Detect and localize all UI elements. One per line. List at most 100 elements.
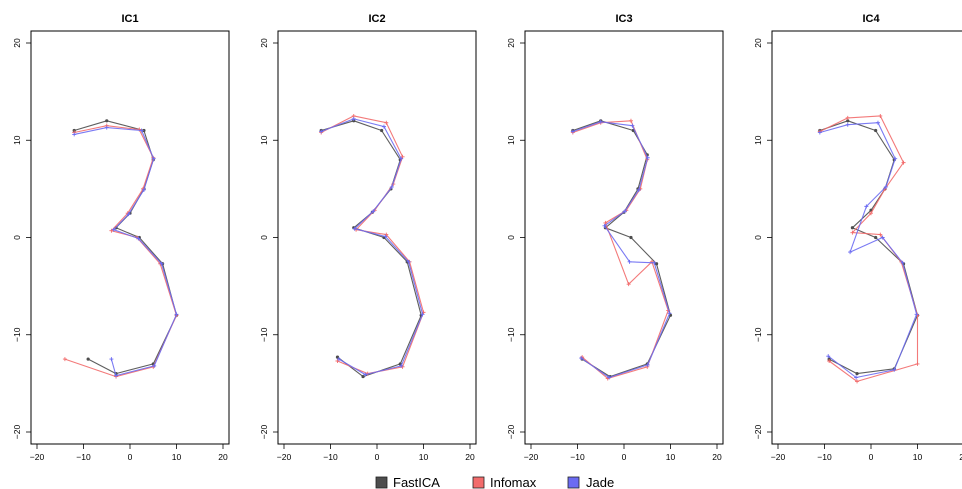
data-point-jade-ic1 xyxy=(152,363,157,368)
legend-label-jade: Jade xyxy=(586,475,614,489)
series-line-jade-ic3 xyxy=(572,121,671,379)
x-tick-label-ic4: −10 xyxy=(817,452,832,462)
data-point-infomax-ic1 xyxy=(137,127,142,132)
legend-label-infomax: Infomax xyxy=(490,475,537,489)
x-tick-label-ic3: 20 xyxy=(712,452,722,462)
data-point-jade-ic4 xyxy=(826,354,831,359)
y-tick-label-ic2: 10 xyxy=(259,135,269,145)
y-tick-label-ic1: −20 xyxy=(12,425,22,440)
data-point-infomax-ic4 xyxy=(878,232,883,237)
data-point-jade-ic1 xyxy=(174,312,179,317)
y-tick-label-ic4: −20 xyxy=(753,425,763,440)
data-point-jade-ic4 xyxy=(914,312,919,317)
legend-swatch-fastica xyxy=(375,476,388,489)
series-line-fastica-ic1 xyxy=(74,120,178,375)
series-line-infomax-ic1 xyxy=(64,125,178,378)
y-tick-label-ic4: 10 xyxy=(753,135,763,145)
panel-ic3: IC3 −20 −10 0 10 20 −20 −10 0 10 20 xyxy=(506,13,724,462)
data-point-fastica-ic1 xyxy=(142,128,146,133)
series-line-jade-ic2 xyxy=(321,118,424,376)
y-tick-label-ic2: −10 xyxy=(259,327,269,342)
data-point-jade-ic1 xyxy=(141,187,146,192)
data-point-jade-ic4 xyxy=(854,375,859,380)
data-point-jade-ic3 xyxy=(607,375,612,380)
data-point-jade-ic1 xyxy=(109,357,114,362)
data-point-jade-ic1 xyxy=(114,373,119,378)
data-point-jade-ic3 xyxy=(627,259,632,264)
data-point-infomax-ic3 xyxy=(626,282,631,287)
x-tick-label-ic4: 10 xyxy=(913,452,923,462)
data-point-jade-ic4 xyxy=(845,122,850,127)
data-point-infomax-ic4 xyxy=(869,211,873,216)
data-point-infomax-ic4 xyxy=(915,361,920,366)
data-point-fastica-ic2 xyxy=(335,355,340,359)
series-line-fastica-ic2 xyxy=(321,120,422,378)
data-point-infomax-ic1 xyxy=(109,228,114,233)
data-point-jade-ic4 xyxy=(848,250,853,255)
data-point-jade-ic1 xyxy=(151,156,156,161)
data-point-infomax-ic1 xyxy=(62,357,67,362)
data-point-jade-ic2 xyxy=(381,124,386,129)
data-point-jade-ic2 xyxy=(363,372,368,377)
data-point-jade-ic3 xyxy=(645,155,650,160)
y-tick-label-ic4: 0 xyxy=(753,235,763,240)
x-tick-label-ic2: 0 xyxy=(375,452,380,462)
legend-swatch-jade xyxy=(567,476,580,489)
data-point-fastica-ic4 xyxy=(850,226,855,230)
data-point-jade-ic3 xyxy=(579,356,584,361)
data-point-infomax-ic4 xyxy=(855,379,860,384)
data-point-jade-ic1 xyxy=(159,261,164,266)
panel-ic1: IC1 −20 −10 0 10 20 −20 −10 0 10 20 xyxy=(12,13,230,462)
x-tick-label-ic4: −20 xyxy=(771,452,786,462)
panels-group: IC1 −20 −10 0 10 20 −20 −10 0 10 20 IC2 −20 −10 0 10 20 −… xyxy=(12,13,962,462)
data-point-jade-ic2 xyxy=(336,357,341,362)
series-line-jade-ic1 xyxy=(74,127,178,377)
y-tick-label-ic2: −20 xyxy=(259,425,269,440)
panel-title-ic1: IC1 xyxy=(121,13,138,25)
data-point-jade-ic3 xyxy=(598,119,603,124)
legend-item-infomax: Infomax xyxy=(472,475,537,489)
legend-item-jade: Jade xyxy=(567,475,614,489)
panel-ic4: IC4 −20 −10 0 10 20 −20 −10 0 10 20 xyxy=(753,13,962,462)
panel-title-ic4: IC4 xyxy=(862,13,880,25)
x-tick-label-ic1: −20 xyxy=(30,452,45,462)
data-point-fastica-ic4 xyxy=(874,128,878,133)
data-point-jade-ic2 xyxy=(383,234,388,239)
panel-title-ic2: IC2 xyxy=(368,13,385,25)
data-point-jade-ic3 xyxy=(652,260,657,265)
data-point-jade-ic4 xyxy=(875,120,880,125)
data-point-fastica-ic4 xyxy=(855,372,859,376)
plot-frame-ic2 xyxy=(277,30,477,445)
y-tick-label-ic1: 20 xyxy=(12,38,22,48)
series-line-fastica-ic3 xyxy=(572,120,672,378)
x-tick-label-ic1: 20 xyxy=(218,452,228,462)
legend: FastICA Infomax Jade xyxy=(375,475,614,489)
data-point-infomax-ic4 xyxy=(878,113,883,118)
data-point-jade-ic3 xyxy=(630,123,635,128)
data-point-jade-ic1 xyxy=(139,128,144,133)
panel-title-ic3: IC3 xyxy=(615,13,632,25)
x-tick-label-ic2: −10 xyxy=(323,452,338,462)
data-point-infomax-ic3 xyxy=(603,220,608,225)
x-tick-label-ic1: 10 xyxy=(172,452,182,462)
data-point-jade-ic3 xyxy=(645,362,650,367)
data-point-jade-ic2 xyxy=(351,116,356,121)
data-point-jade-ic1 xyxy=(72,132,77,137)
data-point-jade-ic2 xyxy=(371,209,376,214)
data-point-infomax-ic4 xyxy=(827,359,832,364)
data-point-jade-ic3 xyxy=(602,223,607,228)
data-point-infomax-ic4 xyxy=(850,230,855,235)
data-point-jade-ic4 xyxy=(900,260,905,265)
y-tick-label-ic2: 20 xyxy=(259,38,269,48)
legend-item-fastica: FastICA xyxy=(375,475,440,489)
data-point-jade-ic2 xyxy=(352,226,357,231)
y-tick-label-ic3: −20 xyxy=(506,425,516,440)
data-point-fastica-ic2 xyxy=(380,128,384,133)
y-tick-label-ic1: 0 xyxy=(12,235,22,240)
data-point-fastica-ic2 xyxy=(361,374,365,379)
legend-swatch-infomax xyxy=(472,476,485,489)
data-point-jade-ic3 xyxy=(570,129,575,134)
x-tick-label-ic1: 0 xyxy=(128,452,133,462)
data-point-fastica-ic1 xyxy=(105,119,109,123)
